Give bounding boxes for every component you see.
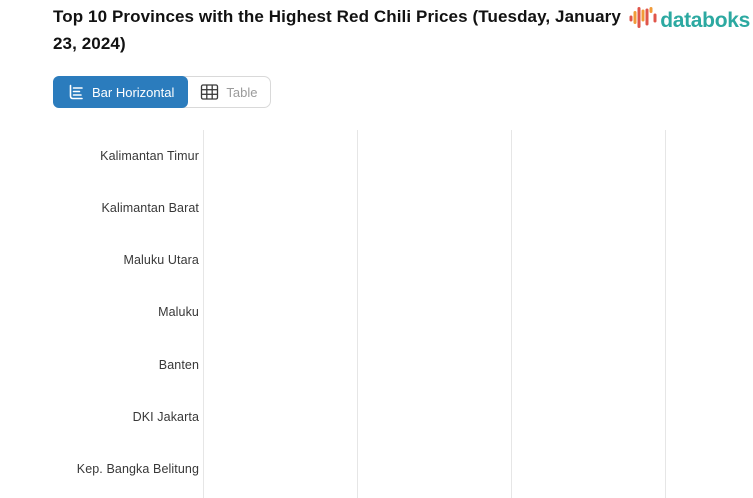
chart-row: Banten <box>0 339 199 391</box>
chart-row: DKI Jakarta <box>0 391 199 443</box>
category-label: Kalimantan Barat <box>101 201 199 216</box>
bar-horizontal-icon <box>67 83 85 101</box>
chart-row: Maluku Utara <box>0 234 199 286</box>
gridline <box>203 130 204 498</box>
gridline <box>665 130 666 498</box>
table-icon <box>200 83 219 101</box>
category-label: Kep. Bangka Belitung <box>76 461 199 476</box>
bar-horizontal-label: Bar Horizontal <box>92 84 175 100</box>
databoks-logo-icon <box>629 5 657 37</box>
category-axis: Kalimantan Timur Kalimantan Barat Maluku… <box>0 130 199 495</box>
category-label: DKI Jakarta <box>132 409 199 424</box>
chart-row: Kalimantan Barat <box>0 182 199 234</box>
chart-row: Kep. Bangka Belitung <box>0 443 199 495</box>
bar-chart-plot: Kalimantan Timur Kalimantan Barat Maluku… <box>0 130 753 498</box>
gridline <box>511 130 512 498</box>
category-label: Maluku <box>158 305 199 320</box>
page-title: Top 10 Provinces with the Highest Red Ch… <box>53 7 621 53</box>
chart-row: Maluku <box>0 287 199 339</box>
bar-horizontal-view-button[interactable]: Bar Horizontal <box>53 76 189 108</box>
databoks-logo-text: databoks <box>660 9 750 32</box>
databoks-logo[interactable]: databoks <box>629 5 750 37</box>
table-view-button[interactable]: Table <box>187 77 270 107</box>
chart-row: Kalimantan Timur <box>0 130 199 182</box>
gridline <box>357 130 358 498</box>
category-label: Maluku Utara <box>123 253 199 268</box>
category-label: Banten <box>158 357 199 372</box>
table-label: Table <box>226 84 258 100</box>
category-label: Kalimantan Timur <box>100 148 199 163</box>
view-toggle: Bar Horizontal Table <box>53 76 272 108</box>
